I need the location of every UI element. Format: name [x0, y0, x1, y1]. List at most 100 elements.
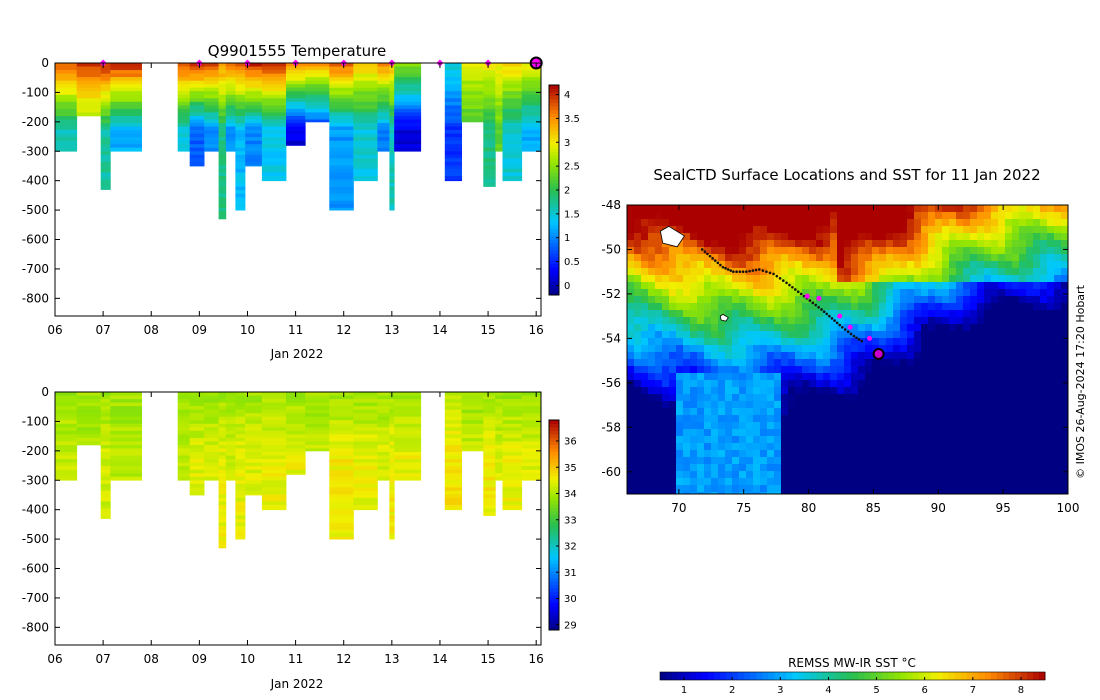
- sst-cell: [977, 317, 985, 325]
- profile-cell: [261, 84, 287, 89]
- sst-cell: [872, 478, 880, 486]
- sst-cell: [774, 443, 782, 451]
- sst-cell: [1047, 345, 1055, 353]
- sst-cell: [914, 233, 922, 241]
- profile-cell: [495, 406, 503, 410]
- sst-cell: [984, 408, 992, 416]
- profile-cell: [389, 416, 395, 421]
- profile-cell: [394, 395, 422, 400]
- colorbar-swatch: [1020, 672, 1028, 680]
- sst-cell: [1033, 219, 1041, 227]
- profile-cell: [329, 522, 354, 527]
- sst-cell: [865, 464, 873, 472]
- profile-cell: [521, 445, 542, 449]
- sst-cell: [907, 324, 915, 332]
- sst-cell: [879, 478, 887, 486]
- profile-cell: [235, 430, 246, 435]
- profile-cell: [110, 452, 142, 456]
- sst-cell: [753, 492, 761, 495]
- sst-cell: [781, 373, 789, 381]
- sst-cell: [802, 247, 810, 255]
- sst-cell: [795, 331, 803, 339]
- sst-cell: [998, 205, 1006, 213]
- profile-cell: [55, 70, 78, 74]
- sst-cell: [879, 310, 887, 318]
- sst-cell: [648, 436, 656, 444]
- profile-cell: [329, 94, 354, 99]
- sst-cell: [669, 415, 677, 423]
- sst-cell: [928, 268, 936, 276]
- sst-cell: [949, 366, 957, 374]
- profile-cell: [389, 94, 395, 99]
- profile-cell: [353, 487, 378, 492]
- sst-cell: [809, 352, 817, 360]
- sst-cell: [683, 317, 691, 325]
- sst-cell: [1047, 233, 1055, 241]
- profile-cell: [204, 441, 219, 446]
- sst-cell: [690, 408, 698, 416]
- profile-cell: [204, 119, 219, 124]
- profile-cell: [225, 116, 236, 120]
- sst-cell: [1012, 240, 1020, 248]
- profile-cell: [329, 70, 354, 74]
- sst-cell: [1019, 282, 1027, 290]
- sst-cell: [746, 317, 754, 325]
- sst-cell: [970, 296, 978, 304]
- profile-cell: [177, 459, 191, 463]
- sst-cell: [627, 345, 635, 353]
- sst-cell: [851, 240, 859, 248]
- profile-cell: [377, 437, 390, 442]
- sst-cell: [676, 380, 684, 388]
- profile-cell: [235, 469, 246, 474]
- sst-cell: [921, 457, 929, 465]
- profile-cell: [444, 147, 462, 152]
- profile-cell: [502, 126, 523, 131]
- sst-cell: [809, 478, 817, 486]
- colorbar-tick-label: 3: [777, 685, 783, 696]
- profile-cell: [389, 452, 395, 456]
- sst-cell: [844, 289, 852, 297]
- sst-cell: [914, 219, 922, 227]
- profile-cell: [377, 466, 390, 470]
- profile-cell: [55, 445, 78, 449]
- sst-cell: [634, 338, 642, 346]
- sst-cell: [1012, 380, 1020, 388]
- profile-cell: [353, 70, 378, 74]
- profile-column: [76, 63, 102, 117]
- profile-cell: [502, 66, 523, 71]
- sst-cell: [1054, 443, 1062, 451]
- profile-cell: [444, 158, 462, 163]
- track-point: [857, 338, 861, 341]
- sst-cell: [949, 233, 957, 241]
- colorbar-swatch: [990, 672, 998, 680]
- sst-cell: [1054, 324, 1062, 332]
- profile-cell: [286, 402, 306, 407]
- sst-cell: [802, 205, 810, 213]
- sst-cell: [1047, 268, 1055, 276]
- profile-cell: [245, 70, 263, 74]
- profile-cell: [235, 448, 246, 453]
- profile-column: [100, 392, 111, 519]
- sst-cell: [1033, 275, 1041, 283]
- sst-cell: [788, 394, 796, 402]
- sst-cell: [739, 485, 747, 493]
- profile-cell: [353, 395, 378, 400]
- sst-cell: [718, 268, 726, 276]
- sst-cell: [753, 268, 761, 276]
- sst-cell: [886, 352, 894, 360]
- profile-cell: [245, 66, 263, 71]
- sst-cell: [886, 310, 894, 318]
- sst-cell: [788, 268, 796, 276]
- profile-cell: [353, 406, 378, 410]
- profile-cell: [245, 445, 263, 449]
- colorbar-swatch: [549, 476, 559, 480]
- sst-cell: [1040, 394, 1048, 402]
- profile-cell: [100, 413, 111, 418]
- profile-cell: [483, 494, 496, 499]
- profile-cell: [329, 186, 354, 191]
- profile-cell: [261, 469, 287, 474]
- sst-cell: [1054, 296, 1062, 304]
- sst-cell: [872, 219, 880, 227]
- profile-cell: [353, 430, 378, 435]
- sst-cell: [935, 478, 943, 486]
